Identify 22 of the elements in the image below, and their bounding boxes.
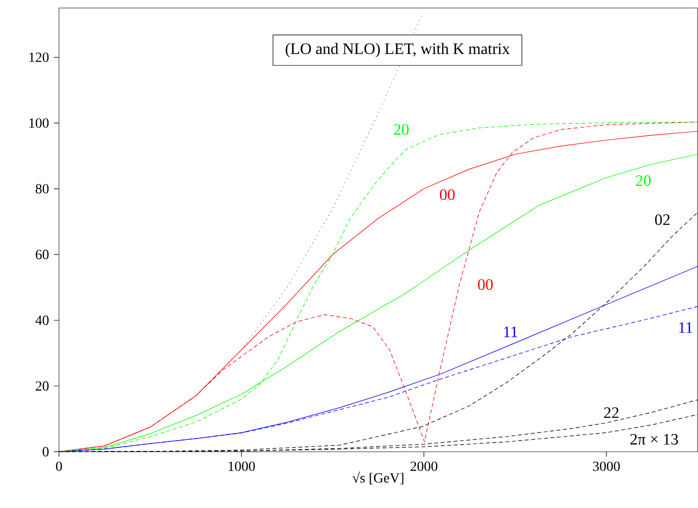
- y-tick-label: 60: [36, 250, 49, 260]
- x-tick-label: 3000: [593, 462, 620, 472]
- x-tick-label: 0: [56, 462, 62, 472]
- series-label: 20: [394, 124, 409, 136]
- text: (LO and NLO) LET, with K matrix: [286, 43, 510, 58]
- series-label: 02: [655, 214, 670, 226]
- series-label: 11: [679, 322, 692, 333]
- series-label: 11: [504, 326, 518, 338]
- y-tick-label: 80: [36, 184, 49, 194]
- y-tick-label: 20: [36, 381, 49, 391]
- series-label: 2π × 13: [630, 434, 678, 445]
- x-axis-title: √s [GeV]: [352, 472, 404, 485]
- series-label: 00: [478, 279, 493, 290]
- series-label: 22: [604, 408, 618, 418]
- series-label: 20: [636, 175, 651, 186]
- y-tick-label: 100: [29, 118, 49, 128]
- series-label: 00: [440, 189, 455, 200]
- y-tick-label: 120: [29, 52, 49, 62]
- y-tick-label: 0: [42, 447, 49, 457]
- x-tick-label: 2000: [410, 462, 438, 472]
- x-tick-label: 1000: [228, 462, 255, 472]
- y-tick-label: 40: [35, 316, 49, 326]
